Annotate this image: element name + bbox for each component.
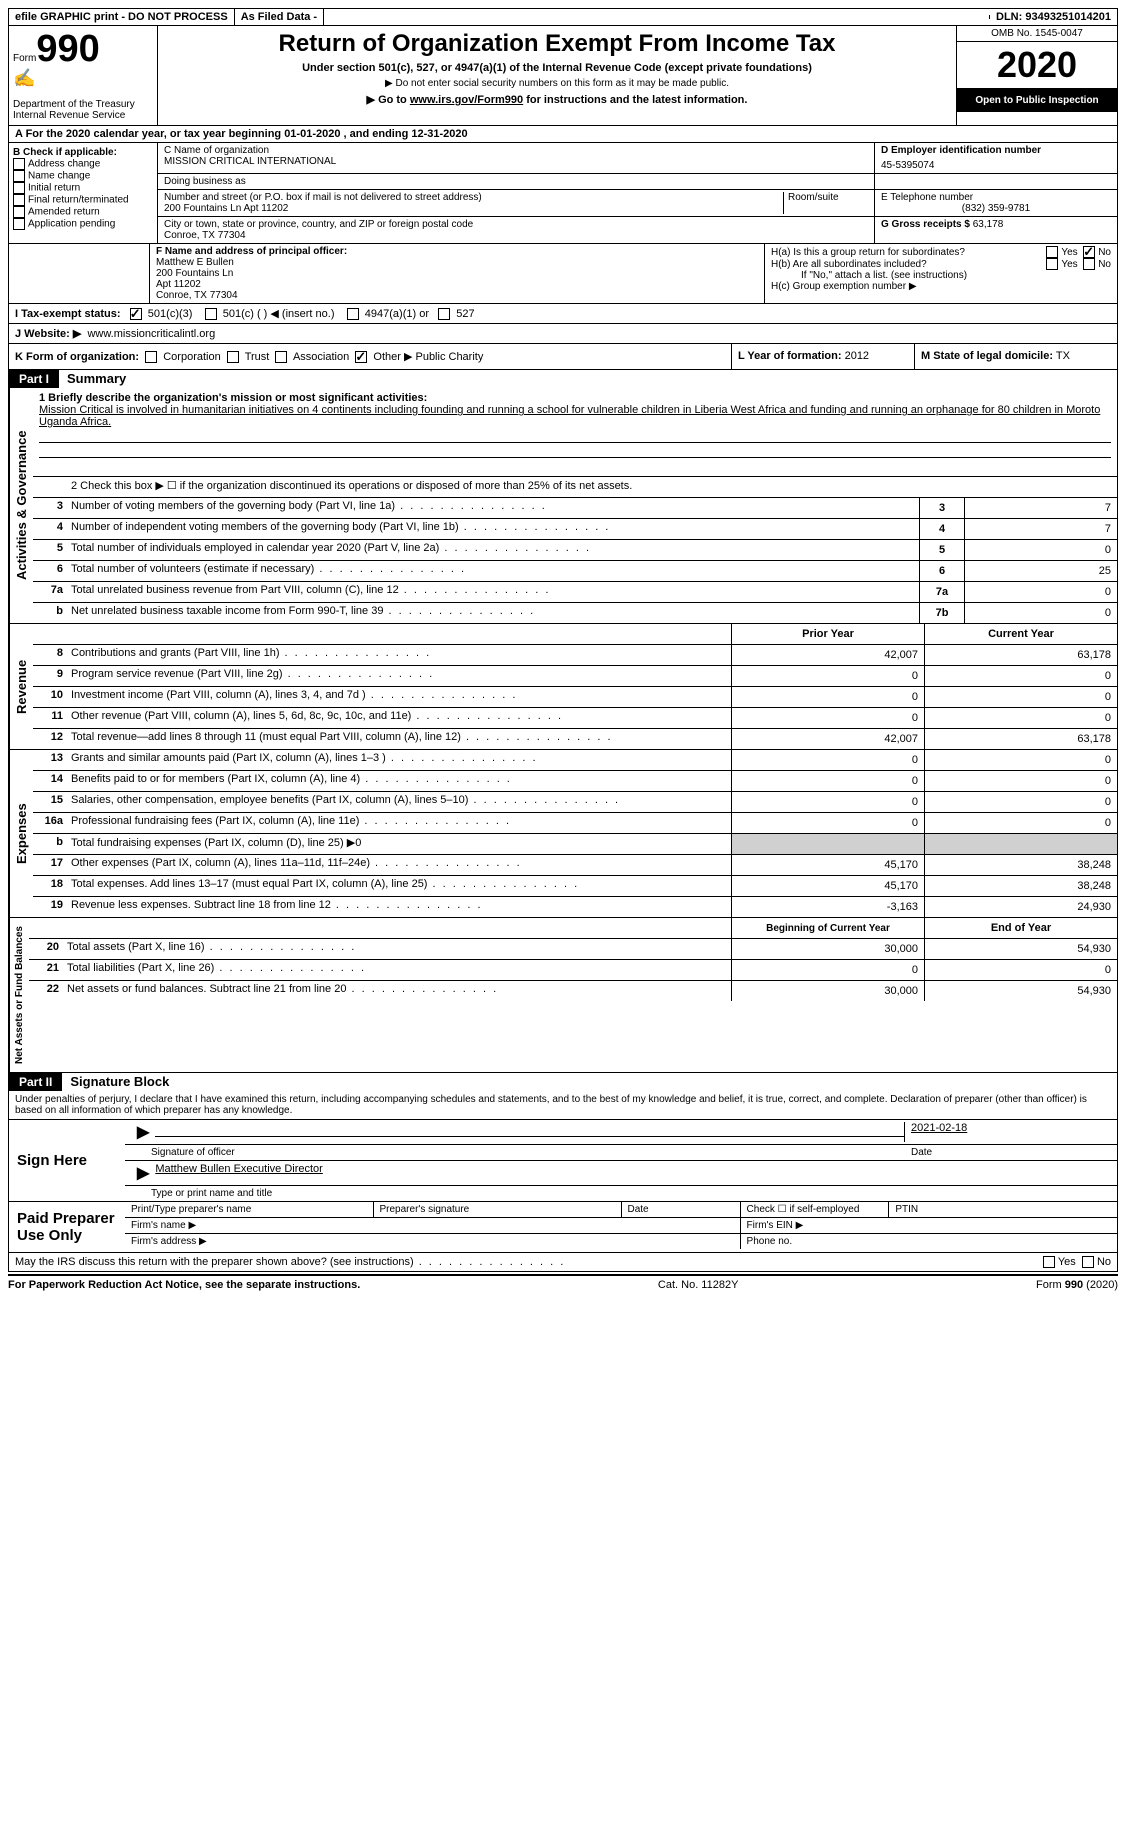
section-i: I Tax-exempt status: 501(c)(3) 501(c) ( …	[8, 304, 1118, 324]
data-line: 9 Program service revenue (Part VIII, li…	[33, 666, 1117, 687]
section-j: J Website: ▶ www.missioncriticalintl.org	[8, 324, 1118, 344]
perjury-statement: Under penalties of perjury, I declare th…	[8, 1091, 1118, 1120]
data-line: b Total fundraising expenses (Part IX, c…	[33, 834, 1117, 855]
gov-line: 5 Total number of individuals employed i…	[33, 540, 1117, 561]
data-line: 18 Total expenses. Add lines 13–17 (must…	[33, 876, 1117, 897]
topbar: efile GRAPHIC print - DO NOT PROCESS As …	[8, 8, 1118, 26]
section-bcd: B Check if applicable: Address change Na…	[8, 143, 1118, 244]
data-line: 16a Professional fundraising fees (Part …	[33, 813, 1117, 834]
form-title: Return of Organization Exempt From Incom…	[166, 30, 948, 58]
gov-line: 4 Number of independent voting members o…	[33, 519, 1117, 540]
data-line: 11 Other revenue (Part VIII, column (A),…	[33, 708, 1117, 729]
dln: DLN: 93493251014201	[990, 9, 1117, 25]
data-line: 20 Total assets (Part X, line 16) 30,000…	[29, 939, 1117, 960]
part2-header: Part IISignature Block	[8, 1073, 1118, 1091]
gov-line: 6 Total number of volunteers (estimate i…	[33, 561, 1117, 582]
header-left: Form990 ✍ Department of the Treasury Int…	[9, 26, 158, 125]
topbar-spacer	[324, 15, 990, 19]
header-right: OMB No. 1545-0047 2020 Open to Public In…	[956, 26, 1117, 125]
header-center: Return of Organization Exempt From Incom…	[158, 26, 956, 125]
part1-header: Part ISummary	[8, 370, 1118, 388]
form-header: Form990 ✍ Department of the Treasury Int…	[8, 26, 1118, 126]
gov-line: b Net unrelated business taxable income …	[33, 603, 1117, 623]
signature-block: Sign Here ▶ 2021-02-18 Signature of offi…	[8, 1120, 1118, 1253]
footer: For Paperwork Reduction Act Notice, see …	[8, 1274, 1118, 1291]
section-klm: K Form of organization: Corporation Trus…	[8, 344, 1118, 370]
data-line: 13 Grants and similar amounts paid (Part…	[33, 750, 1117, 771]
data-line: 22 Net assets or fund balances. Subtract…	[29, 981, 1117, 1001]
data-line: 19 Revenue less expenses. Subtract line …	[33, 897, 1117, 917]
part1-governance: Activities & Governance 1 Briefly descri…	[8, 388, 1118, 624]
section-cd: C Name of organization MISSION CRITICAL …	[158, 143, 1117, 243]
section-fh: F Name and address of principal officer:…	[8, 244, 1118, 304]
part1-revenue: Revenue Prior Year Current Year 8 Contri…	[8, 624, 1118, 750]
gov-line: 7a Total unrelated business revenue from…	[33, 582, 1117, 603]
data-line: 15 Salaries, other compensation, employe…	[33, 792, 1117, 813]
gov-line: 3 Number of voting members of the govern…	[33, 498, 1117, 519]
discuss-line: May the IRS discuss this return with the…	[8, 1253, 1118, 1272]
section-b: B Check if applicable: Address change Na…	[9, 143, 158, 243]
data-line: 17 Other expenses (Part IX, column (A), …	[33, 855, 1117, 876]
data-line: 21 Total liabilities (Part X, line 26) 0…	[29, 960, 1117, 981]
as-filed: As Filed Data -	[235, 9, 324, 25]
efile-notice: efile GRAPHIC print - DO NOT PROCESS	[9, 9, 235, 25]
row-a: A For the 2020 calendar year, or tax yea…	[8, 126, 1118, 143]
part1-netassets: Net Assets or Fund Balances Beginning of…	[8, 918, 1118, 1073]
data-line: 14 Benefits paid to or for members (Part…	[33, 771, 1117, 792]
data-line: 12 Total revenue—add lines 8 through 11 …	[33, 729, 1117, 749]
data-line: 8 Contributions and grants (Part VIII, l…	[33, 645, 1117, 666]
part1-expenses: Expenses 13 Grants and similar amounts p…	[8, 750, 1118, 918]
data-line: 10 Investment income (Part VIII, column …	[33, 687, 1117, 708]
